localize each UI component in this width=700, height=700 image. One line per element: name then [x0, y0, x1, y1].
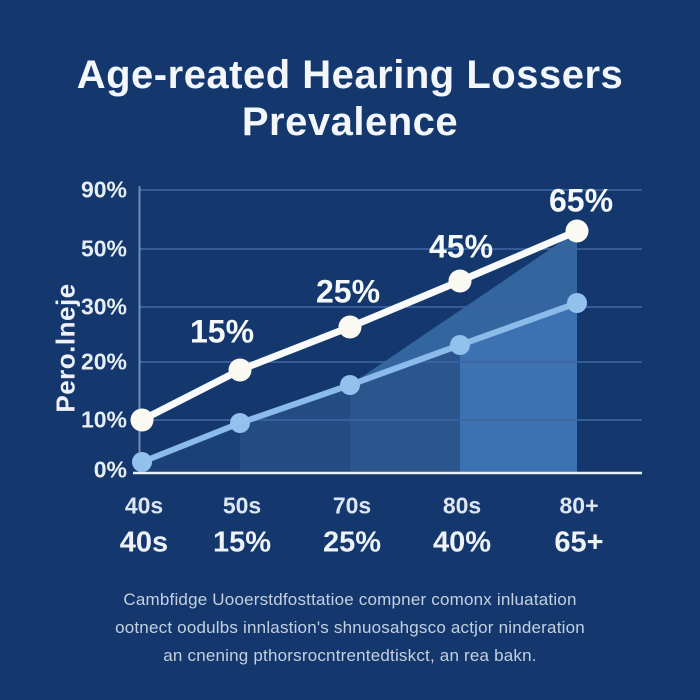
y-tick-label: 90% [80, 176, 127, 203]
caption: Cambfidge Uooerstdfosttatioe compner com… [0, 586, 700, 670]
y-tick-label: 10% [80, 406, 127, 433]
chart-title-line1: Age-reated Hearing Lossers [76, 53, 624, 97]
light-series-point [230, 413, 250, 433]
x-label-value: 40% [432, 526, 492, 559]
x-label-decade: 80s [442, 492, 482, 519]
chart-title: Age-reated Hearing Lossers Prevalence [0, 52, 700, 146]
white-series-point [228, 358, 252, 382]
point-label: 15% [189, 313, 255, 350]
x-label-value: 25% [322, 526, 382, 559]
caption-line1: Cambfidge Uooerstdfosttatioe compner com… [123, 590, 577, 609]
caption-line2: ootnect oodulbs innlastion's shnuosahgsc… [115, 618, 585, 637]
band-fill [460, 303, 577, 472]
white-series-point [130, 408, 154, 432]
x-label-value: 65+ [554, 526, 604, 559]
x-label-value: 15% [212, 526, 272, 559]
x-label-decade: 70s [332, 492, 372, 519]
white-series-point [565, 219, 589, 243]
x-label-decade: 40s [124, 492, 164, 519]
x-label-decade: 50s [222, 492, 262, 519]
light-series-point [340, 375, 360, 395]
y-tick-label: 0% [93, 456, 127, 483]
band-fill [240, 385, 350, 472]
point-label: 25% [315, 273, 381, 310]
chart-title-line2: Prevalence [241, 100, 459, 144]
white-series-point [448, 269, 472, 293]
white-series-point [338, 315, 362, 339]
light-series-point [132, 452, 152, 472]
y-tick-label: 20% [80, 348, 127, 375]
light-series-point [450, 335, 470, 355]
x-label-value: 40s [119, 526, 169, 559]
x-label-decade: 80+ [559, 492, 599, 519]
y-tick-label: 50% [80, 235, 127, 262]
point-label: 65% [548, 182, 614, 219]
light-series-point [567, 293, 587, 313]
point-label: 45% [428, 228, 494, 265]
caption-line3: an cnening pthorsrocntrentedtiskct, an r… [163, 646, 537, 665]
y-tick-label: 30% [80, 293, 127, 320]
